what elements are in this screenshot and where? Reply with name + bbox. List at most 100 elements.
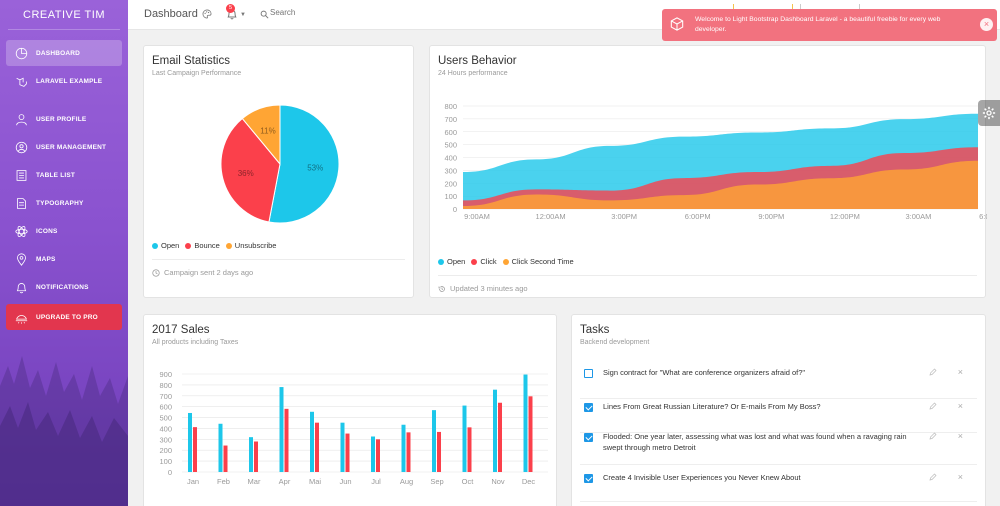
sidebar-item-upgrade-to-pro[interactable]: UPGRADE TO PRO — [6, 304, 122, 330]
edit-icon[interactable] — [929, 473, 937, 481]
edit-icon[interactable] — [929, 368, 937, 376]
legend-item: Open — [438, 257, 465, 266]
x-tick-label: 3:00AM — [905, 212, 931, 221]
x-tick-label: Mar — [248, 477, 261, 486]
cube-icon — [670, 17, 684, 31]
bar — [188, 412, 192, 472]
x-tick-label: Nov — [491, 477, 505, 486]
pie-slice-label: 11% — [260, 127, 275, 136]
legend-label: Open — [447, 257, 466, 266]
sidebar-item-label: TYPOGRAPHY — [36, 199, 84, 207]
bell-icon — [14, 280, 28, 294]
sidebar-item-label: TABLE LIST — [36, 171, 76, 179]
chevron-down-icon[interactable]: ▼ — [240, 12, 246, 18]
x-tick-label: 9:00PM — [758, 212, 784, 221]
x-tick-label: 6:00AM — [979, 212, 987, 221]
y-tick-label: 300 — [444, 166, 457, 175]
users-circle-icon — [14, 140, 28, 154]
card-title: Users Behavior — [438, 55, 517, 67]
legend-item: Click — [471, 257, 497, 266]
brand-logo-text[interactable]: CREATIVE TIM — [8, 0, 120, 30]
sidebar-background-image — [0, 356, 128, 506]
delete-icon[interactable]: × — [957, 431, 963, 441]
x-tick-label: 12:00PM — [830, 212, 860, 221]
y-tick-label: 200 — [444, 179, 457, 188]
edit-icon[interactable] — [929, 432, 937, 440]
y-tick-label: 500 — [444, 141, 457, 150]
search-icon — [260, 10, 269, 19]
pie-slice — [241, 104, 281, 166]
x-tick-label: Oct — [462, 477, 475, 486]
legend-item: Unsubscribe — [225, 241, 276, 250]
x-tick-label: Aug — [400, 477, 413, 486]
bar — [498, 402, 502, 472]
bar — [462, 405, 467, 472]
sidebar-item-notifications[interactable]: NOTIFICATIONS — [6, 274, 122, 300]
close-notification-button[interactable]: × — [980, 18, 993, 31]
page-title[interactable]: Dashboard — [144, 8, 198, 20]
legend-label: Bounce — [194, 241, 220, 250]
footer-text: Campaign sent 2 days ago — [164, 268, 254, 277]
tasks-card: Tasks Backend development Sign contract … — [571, 314, 986, 506]
y-tick-label: 700 — [444, 115, 457, 124]
y-tick-label: 500 — [159, 414, 172, 423]
y-tick-label: 300 — [159, 435, 172, 444]
bar — [345, 433, 350, 472]
legend-dot — [185, 242, 192, 249]
delete-icon[interactable]: × — [957, 472, 963, 482]
bar — [406, 432, 411, 472]
x-tick-label: Jun — [339, 477, 351, 486]
x-tick-label: Apr — [279, 477, 291, 486]
bar — [310, 411, 314, 472]
bar — [376, 439, 380, 472]
area-series — [463, 160, 978, 209]
legend-item: Bounce — [185, 241, 220, 250]
users-behavior-card: Users Behavior 24 Hours performance 800 7… — [429, 45, 987, 298]
footer-text: Updated 3 minutes ago — [450, 284, 528, 293]
palette-icon[interactable] — [202, 9, 212, 19]
sidebar-item-label: LARAVEL EXAMPLE — [36, 77, 103, 85]
task-checkbox[interactable] — [584, 474, 593, 483]
x-tick-label: 3:00PM — [611, 212, 637, 221]
pie-chart-icon — [14, 46, 28, 60]
task-checkbox[interactable] — [584, 403, 593, 412]
sidebar-item-maps[interactable]: MAPS — [6, 246, 122, 272]
sidebar-item-label: DASHBOARD — [36, 49, 81, 57]
sidebar-item-typography[interactable]: TYPOGRAPHY — [6, 190, 122, 216]
delete-icon[interactable]: × — [957, 367, 963, 377]
y-tick-label: 900 — [159, 370, 172, 379]
chart-legend: Open Click Click Second Time — [438, 257, 580, 266]
notification-message: Welcome to Light Bootstrap Dashboard Lar… — [695, 16, 941, 33]
bar — [493, 389, 497, 472]
sidebar-item-user-profile[interactable]: USER PROFILE — [6, 106, 122, 132]
sidebar-item-label: MAPS — [36, 255, 56, 263]
x-tick-label: 6:00PM — [685, 212, 711, 221]
legend-item: Click Second Time — [502, 257, 574, 266]
y-tick-label: 600 — [159, 403, 172, 412]
bar — [218, 423, 223, 472]
settings-gear-button[interactable] — [978, 100, 1000, 126]
bar — [467, 427, 472, 472]
notes-icon — [14, 168, 28, 182]
task-checkbox[interactable] — [584, 369, 593, 378]
sidebar-item-icons[interactable]: ICONS — [6, 218, 122, 244]
card-footer: Campaign sent 2 days ago — [152, 259, 405, 277]
email-pie-chart: 53% 36% 11% — [220, 104, 340, 224]
legend-label: Open — [161, 241, 180, 250]
task-checkbox[interactable] — [584, 433, 593, 442]
search-input[interactable] — [270, 8, 330, 17]
sidebar-item-dashboard[interactable]: DASHBOARD — [6, 40, 122, 66]
user-icon — [14, 112, 28, 126]
y-tick-label: 0 — [168, 468, 172, 477]
delete-icon[interactable]: × — [957, 401, 963, 411]
history-icon — [438, 285, 445, 292]
sidebar-item-user-management[interactable]: USER MANAGEMENT — [6, 134, 122, 160]
chart-legend: Open Bounce Unsubscribe — [152, 241, 282, 250]
email-statistics-card: Email Statistics Last Campaign Performan… — [143, 45, 414, 298]
y-tick-label: 100 — [444, 192, 457, 201]
sidebar-item-table-list[interactable]: TABLE LIST — [6, 162, 122, 188]
edit-icon[interactable] — [929, 402, 937, 410]
x-tick-label: 9:00AM — [464, 212, 490, 221]
sidebar-item-label: USER PROFILE — [36, 115, 87, 123]
sidebar-item-laravel-example[interactable]: LARAVEL EXAMPLE — [6, 68, 122, 94]
